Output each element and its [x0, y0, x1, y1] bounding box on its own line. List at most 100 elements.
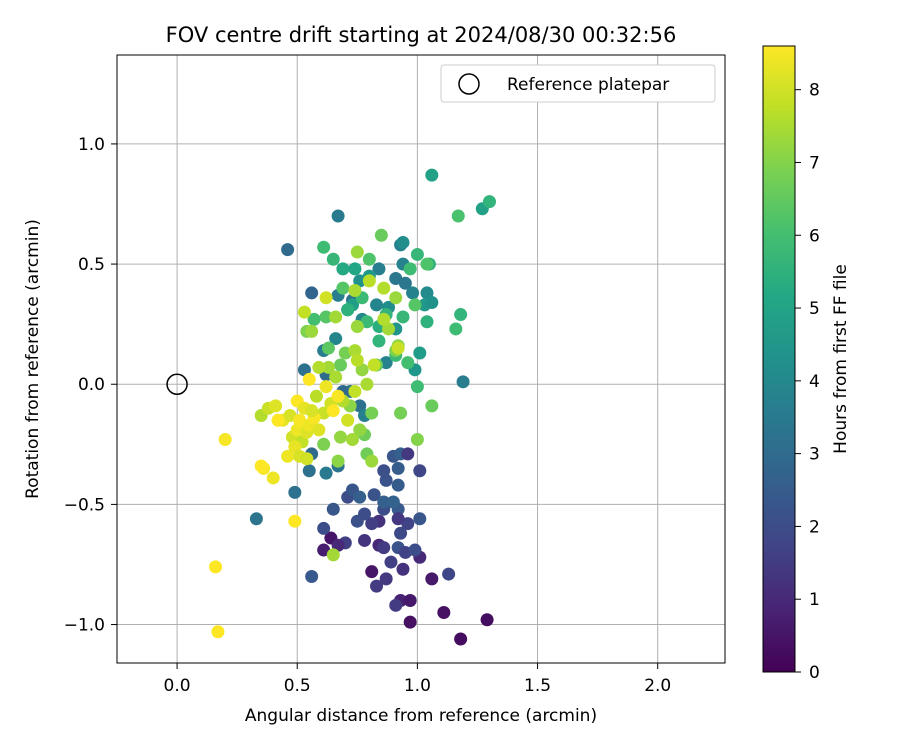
- scatter-point: [350, 245, 364, 259]
- plot-area-frame: [116, 54, 726, 664]
- scatter-point: [319, 380, 333, 394]
- scatter-point: [389, 271, 403, 285]
- scatter-point: [410, 247, 424, 261]
- scatter-point: [348, 284, 362, 298]
- scatter-point: [410, 433, 424, 447]
- scatter-point: [341, 303, 355, 317]
- scatter-point: [353, 490, 367, 504]
- grid-lines: [117, 55, 725, 663]
- scatter-points: [166, 168, 496, 646]
- scatter-point: [408, 543, 422, 557]
- y-tick-label: 0.5: [78, 255, 105, 275]
- scatter-point: [307, 312, 321, 326]
- colorbar-label: Hours from first FF file: [831, 264, 851, 454]
- y-tick-label: 0.0: [78, 375, 105, 395]
- scatter-point: [394, 406, 408, 420]
- scatter-point: [451, 209, 465, 223]
- scatter-point: [317, 437, 331, 451]
- scatter-point: [384, 555, 398, 569]
- scatter-point: [297, 305, 311, 319]
- colorbar-tick-label: 6: [809, 226, 820, 246]
- scatter-point: [305, 569, 319, 583]
- scatter-point: [372, 334, 386, 348]
- scatter-point: [365, 454, 379, 468]
- chart-title: FOV centre drift starting at 2024/08/30 …: [166, 23, 677, 47]
- scatter-point: [398, 276, 412, 290]
- scatter-point: [336, 262, 350, 276]
- scatter-point: [386, 495, 400, 509]
- y-axis-label: Rotation from reference (arcmin): [23, 219, 43, 499]
- legend: Reference platepar: [440, 64, 716, 103]
- y-axis-ticks: 1.0 0.5 0.0 −0.5 −1.0: [64, 135, 117, 636]
- scatter-point: [350, 320, 364, 334]
- scatter-point: [321, 341, 335, 355]
- scatter-point: [365, 517, 379, 531]
- scatter-point: [331, 389, 345, 403]
- scatter-point: [333, 430, 347, 444]
- colorbar-tick-label: 8: [809, 81, 820, 101]
- scatter-point: [442, 567, 456, 581]
- scatter-point: [271, 413, 285, 427]
- scatter-point: [329, 370, 343, 384]
- y-tick-label: −0.5: [64, 495, 105, 515]
- scatter-point: [367, 358, 381, 372]
- scatter-point: [362, 274, 376, 288]
- scatter-point: [209, 560, 223, 574]
- legend-box: [440, 64, 716, 103]
- scatter-point: [420, 315, 434, 329]
- scatter-point: [370, 298, 384, 312]
- x-tick-label: 2.0: [644, 676, 671, 696]
- legend-label-reference: Reference platepar: [507, 75, 669, 95]
- scatter-point: [312, 423, 326, 437]
- scatter-point: [396, 310, 410, 324]
- colorbar-tick-label: 3: [809, 445, 820, 465]
- scatter-point: [331, 209, 345, 223]
- scatter-point: [269, 399, 283, 413]
- scatter-point: [362, 252, 376, 266]
- scatter-point: [358, 507, 372, 521]
- scatter-point: [425, 572, 439, 586]
- x-tick-label: 0.5: [284, 676, 311, 696]
- scatter-point: [377, 541, 391, 555]
- scatter-point: [406, 286, 420, 300]
- scatter-point: [377, 312, 391, 326]
- scatter-point: [403, 262, 417, 276]
- scatter-point: [326, 548, 340, 562]
- scatter-point: [288, 514, 302, 528]
- scatter-point: [319, 466, 333, 480]
- scatter-point: [374, 228, 388, 242]
- scatter-point: [305, 324, 319, 338]
- scatter-point: [348, 262, 362, 276]
- x-axis-label: Angular distance from reference (arcmin): [245, 706, 597, 726]
- scatter-point: [425, 168, 439, 182]
- scatter-point: [326, 404, 340, 418]
- scatter-point: [389, 598, 403, 612]
- scatter-point: [281, 449, 295, 463]
- scatter-point: [249, 512, 263, 526]
- scatter-point: [454, 308, 468, 322]
- scatter-point: [302, 464, 316, 478]
- scatter-point: [319, 291, 333, 305]
- scatter-point: [317, 543, 331, 557]
- y-tick-label: −1.0: [64, 616, 105, 636]
- scatter-point: [360, 315, 374, 329]
- x-tick-label: 0.0: [164, 676, 191, 696]
- scatter-point: [309, 389, 323, 403]
- scatter-point: [391, 461, 405, 475]
- scatter-point: [305, 286, 319, 300]
- scatter-point: [312, 360, 326, 374]
- scatter-point: [254, 459, 268, 473]
- scatter-point: [353, 423, 367, 437]
- scatter-point: [377, 464, 391, 478]
- scatter-point: [293, 413, 307, 427]
- scatter-point: [358, 533, 372, 547]
- colorbar: 0 1 2 3 4 5 6 7 8 Hours from first FF file: [762, 45, 851, 683]
- scatter-point: [379, 572, 393, 586]
- scatter-point: [377, 281, 391, 295]
- scatter-point: [348, 384, 362, 398]
- scatter-point: [425, 296, 439, 310]
- scatter-point: [480, 613, 494, 627]
- scatter-point: [218, 433, 232, 447]
- scatter-point: [420, 286, 434, 300]
